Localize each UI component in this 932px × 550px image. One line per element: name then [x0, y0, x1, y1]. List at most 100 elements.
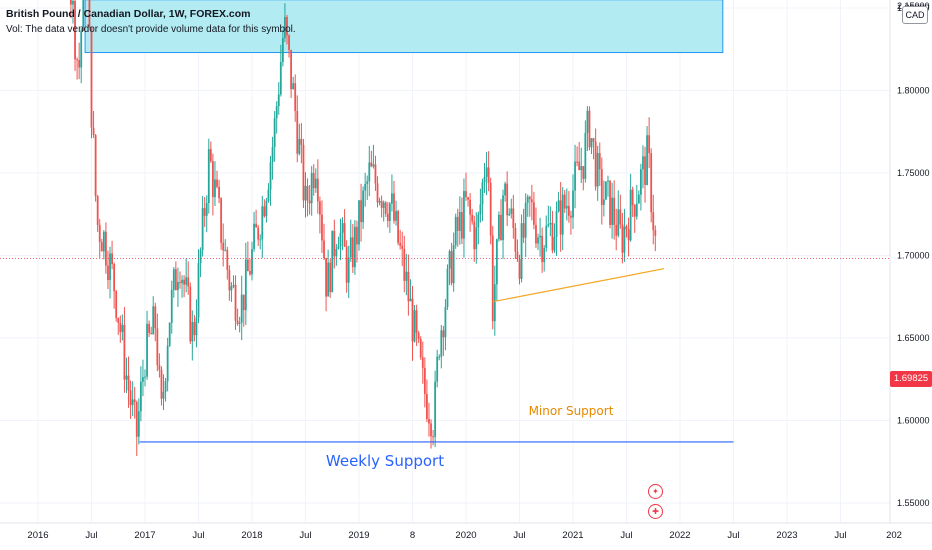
candle-body	[279, 61, 282, 95]
candle-body	[347, 257, 350, 283]
candle-body	[362, 190, 365, 223]
candle-body	[253, 223, 255, 250]
time-tick-label: 2023	[776, 530, 797, 541]
candle-body	[487, 167, 490, 183]
candle-body	[74, 0, 76, 60]
candle-body	[94, 135, 97, 197]
candle-body	[224, 249, 227, 251]
candle-body	[444, 307, 447, 338]
candle-body	[395, 211, 397, 221]
candle-body	[526, 196, 529, 203]
candle-body	[372, 164, 375, 167]
candle-body	[137, 411, 140, 437]
candle-body	[119, 322, 122, 333]
candle-body	[133, 399, 136, 403]
candle-body	[162, 391, 165, 399]
candle-body	[209, 149, 212, 162]
candle-body	[82, 0, 85, 31]
candle-body	[403, 248, 406, 281]
volume-note: Vol: The data vendor doesn't provide vol…	[6, 24, 296, 35]
candle-body	[185, 277, 188, 285]
candle-body	[257, 227, 260, 240]
candle-body	[430, 423, 432, 437]
candle-body	[473, 221, 476, 250]
candle-body	[493, 284, 496, 322]
candle-body	[426, 393, 428, 419]
candle-body	[105, 231, 107, 266]
candle-body	[170, 289, 173, 323]
time-tick-label: 2016	[27, 530, 48, 541]
candle-body	[244, 259, 247, 311]
candle-body	[495, 239, 498, 285]
candle-body	[510, 208, 513, 214]
symbol-title[interactable]: British Pound / Canadian Dollar, 1W, FOR…	[6, 8, 251, 20]
candle-body	[504, 183, 506, 196]
candle-body	[419, 338, 422, 358]
candle-body	[516, 251, 519, 260]
candle-body	[469, 199, 472, 215]
candle-body	[481, 182, 484, 205]
candle-body	[397, 211, 399, 243]
candle-body	[386, 213, 389, 221]
candle-body	[644, 156, 646, 185]
candle-body	[640, 169, 642, 195]
candle-body	[154, 306, 157, 329]
candle-body	[193, 322, 196, 336]
candle-body	[323, 240, 325, 259]
price-axis-bg	[890, 0, 932, 523]
candle-body	[553, 237, 556, 251]
currency-button[interactable]: CAD	[902, 6, 928, 24]
candle-body	[574, 161, 576, 191]
candle-body	[479, 204, 482, 215]
candle-body	[179, 282, 181, 284]
gb-flag-icon[interactable]: ✦	[648, 484, 663, 499]
candle-body	[203, 208, 206, 216]
candle-body	[242, 294, 245, 311]
time-tick-label: 2017	[134, 530, 155, 541]
candle-body	[70, 0, 72, 5]
candle-body	[506, 183, 509, 216]
candle-body	[349, 237, 352, 258]
candle-body	[590, 138, 593, 148]
candle-body	[654, 230, 657, 236]
candle-body	[605, 181, 607, 200]
candle-body	[596, 153, 599, 187]
candle-body	[368, 162, 371, 182]
candle-body	[446, 268, 449, 308]
candle-body	[72, 0, 74, 5]
candle-body	[339, 232, 342, 247]
candle-body	[123, 324, 126, 380]
candle-body	[181, 279, 183, 284]
candle-body	[107, 265, 109, 281]
candle-body	[345, 246, 348, 283]
candle-body	[411, 298, 414, 342]
annotation-zones	[84, 0, 724, 54]
candle-body	[522, 223, 525, 238]
candle-body	[452, 245, 455, 284]
candle-body	[310, 172, 313, 204]
candle-body	[265, 200, 268, 217]
candle-body	[646, 135, 648, 185]
candle-body	[637, 194, 640, 204]
candle-body	[187, 277, 190, 287]
candle-body	[565, 205, 568, 209]
candle-body	[351, 237, 354, 268]
candle-body	[380, 200, 383, 208]
time-tick-label: 2018	[241, 530, 262, 541]
time-tick-label: Jul	[834, 530, 846, 541]
candle-body	[284, 16, 286, 39]
candle-body	[528, 196, 531, 200]
candle-body	[343, 223, 346, 247]
candle-body	[409, 298, 412, 302]
candle-body	[360, 200, 362, 223]
candle-body	[117, 318, 120, 323]
candle-body	[615, 224, 618, 236]
ca-flag-icon[interactable]: ✚	[648, 504, 663, 519]
candle-body	[598, 153, 601, 170]
time-tick-label: Jul	[620, 530, 632, 541]
candle-body	[370, 162, 373, 167]
time-tick-label: Jul	[192, 530, 204, 541]
price-tick-label: 1.75000	[897, 168, 930, 178]
candle-body	[150, 333, 153, 335]
